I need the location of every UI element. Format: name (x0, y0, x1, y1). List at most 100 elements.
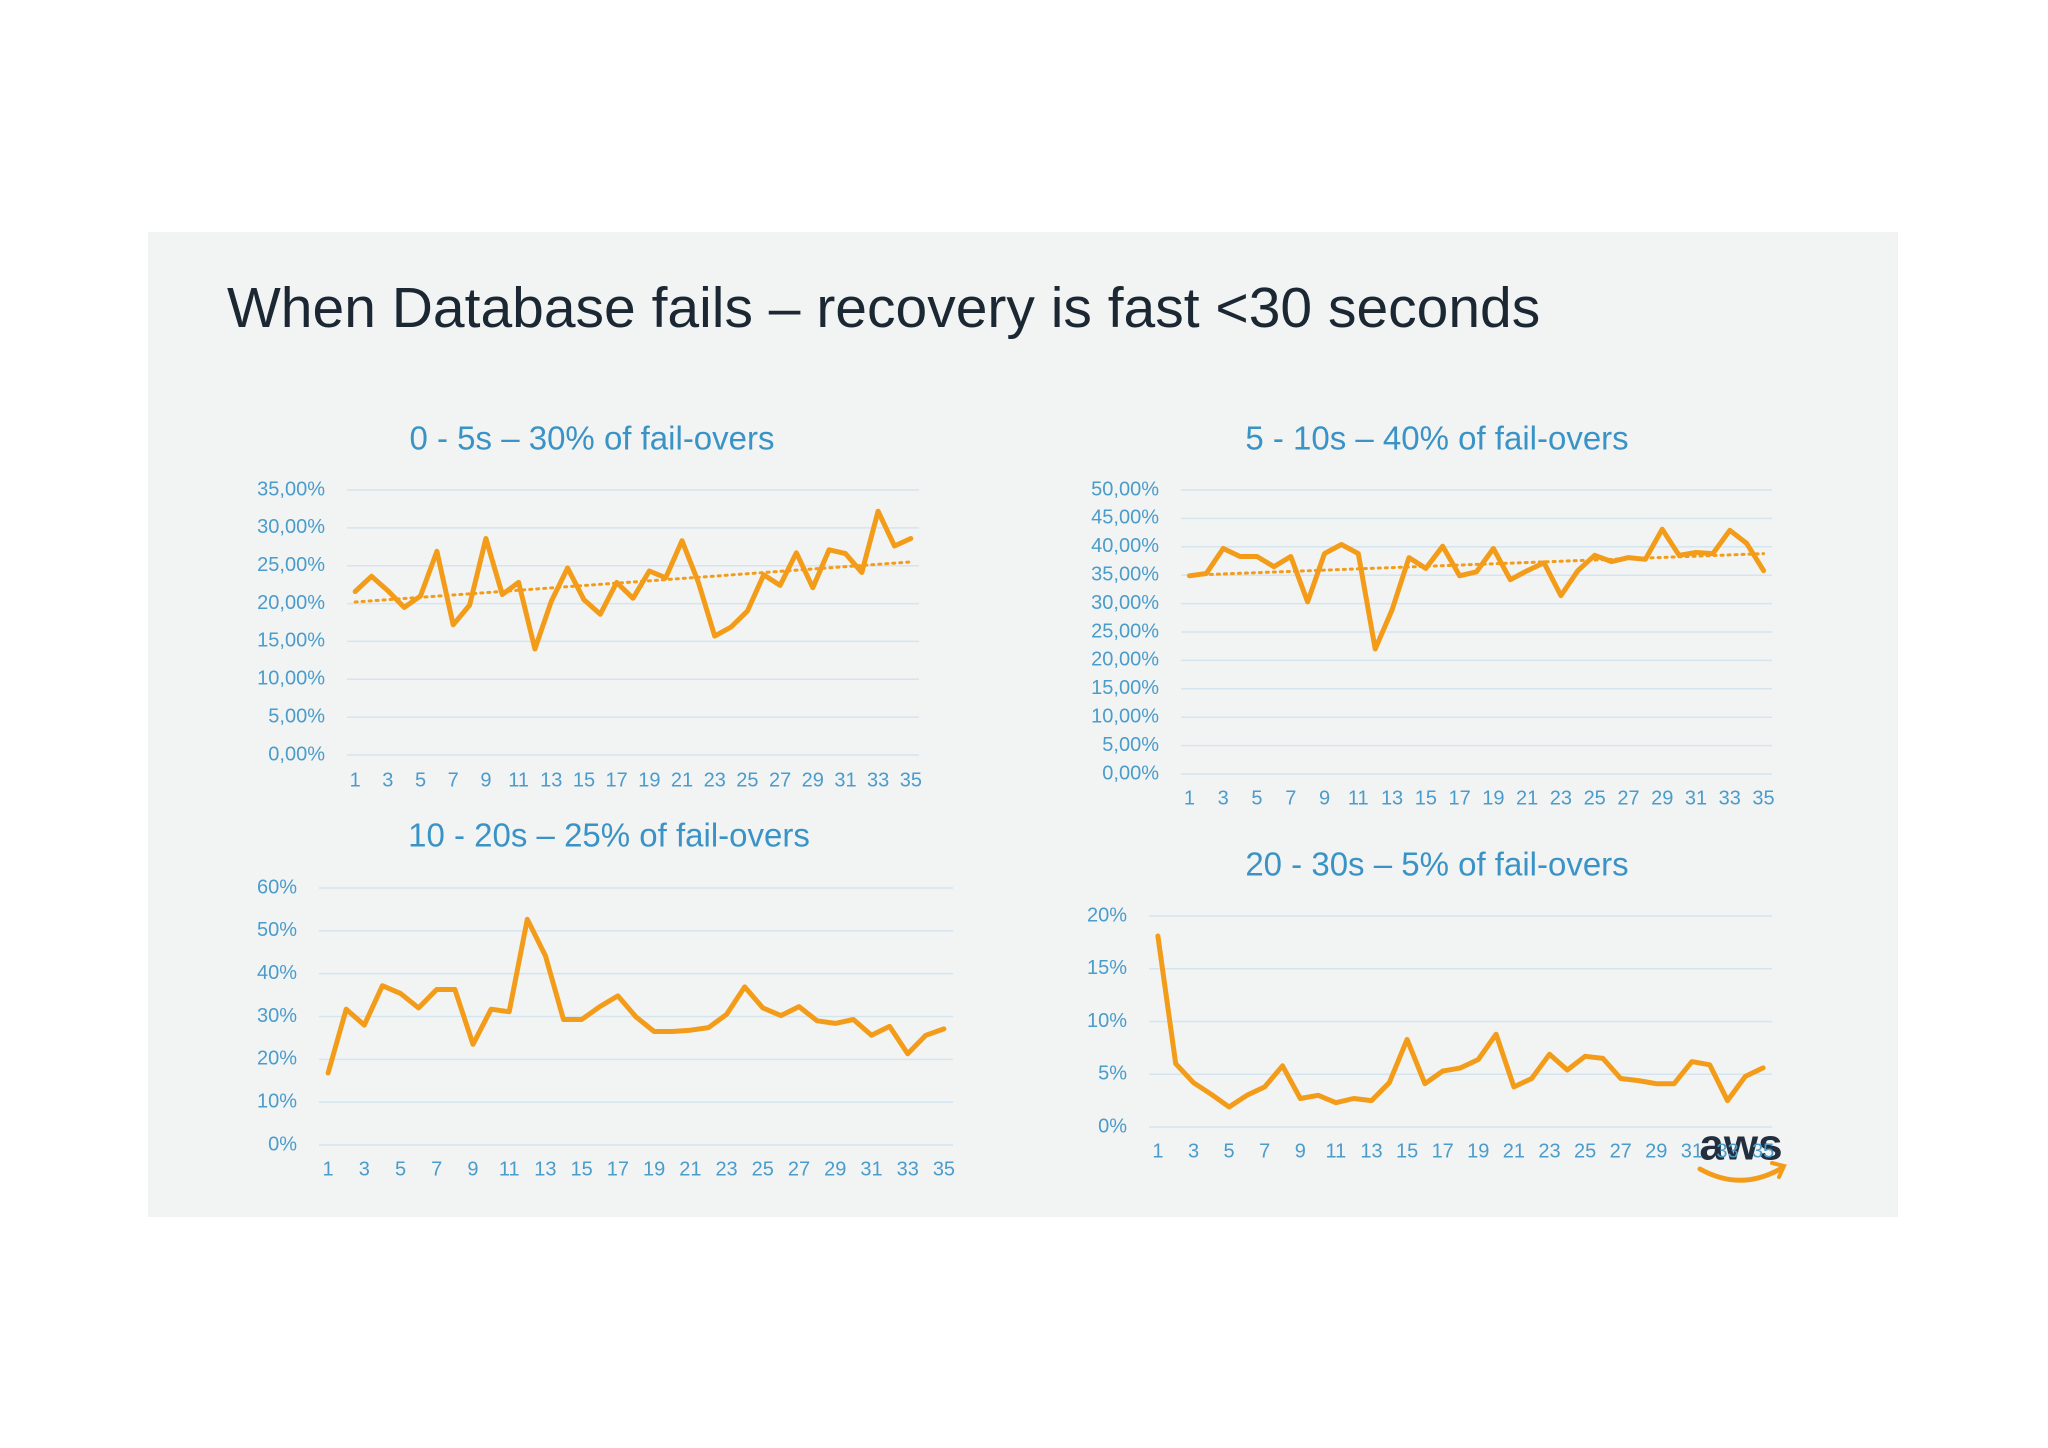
x-tick-label: 19 (1467, 1140, 1489, 1162)
x-tick-label: 25 (736, 769, 758, 791)
y-tick-label: 10,00% (257, 668, 325, 690)
x-tick-label: 7 (1259, 1140, 1270, 1162)
x-tick-label: 29 (802, 769, 824, 791)
y-tick-label: 0,00% (1102, 762, 1159, 784)
x-tick-label: 5 (1224, 1140, 1235, 1162)
x-tick-label: 35 (1752, 1140, 1774, 1162)
y-tick-label: 60% (257, 876, 297, 898)
x-tick-label: 19 (1482, 787, 1504, 809)
y-tick-label: 30% (257, 1005, 297, 1027)
y-tick-label: 35,00% (257, 478, 325, 500)
x-tick-label: 15 (571, 1158, 593, 1180)
x-tick-label: 35 (900, 769, 922, 791)
data-line (1186, 526, 1767, 652)
x-tick-label: 11 (508, 769, 529, 791)
x-tick-label: 19 (638, 769, 660, 791)
x-tick-label: 1 (1152, 1140, 1163, 1162)
y-tick-label: 40,00% (1091, 535, 1159, 557)
x-tick-label: 29 (1651, 787, 1673, 809)
x-tick-label: 21 (671, 769, 693, 791)
x-tick-label: 17 (607, 1158, 629, 1180)
y-tick-label: 15,00% (257, 630, 325, 652)
y-tick-label: 40% (257, 962, 297, 984)
x-tick-label: 33 (1719, 787, 1741, 809)
x-tick-label: 35 (933, 1158, 955, 1180)
chart-title: 10 - 20s – 25% of fail-overs (408, 817, 810, 854)
x-tick-label: 11 (499, 1158, 520, 1180)
x-tick-label: 3 (359, 1158, 370, 1180)
x-tick-label: 17 (1448, 787, 1470, 809)
x-tick-label: 3 (1218, 787, 1229, 809)
y-tick-label: 45,00% (1091, 507, 1159, 529)
x-tick-label: 13 (1360, 1140, 1382, 1162)
data-line (325, 916, 947, 1076)
x-tick-label: 13 (534, 1158, 556, 1180)
y-tick-label: 10% (1087, 1010, 1127, 1032)
y-tick-label: 35,00% (1091, 563, 1159, 585)
x-tick-label: 29 (1645, 1140, 1667, 1162)
x-tick-label: 5 (1251, 787, 1262, 809)
x-tick-label: 7 (431, 1158, 442, 1180)
x-tick-label: 23 (1550, 787, 1572, 809)
y-tick-label: 30,00% (257, 516, 325, 538)
y-tick-label: 50,00% (1091, 478, 1159, 500)
x-tick-label: 27 (788, 1158, 810, 1180)
data-line (352, 508, 914, 652)
y-tick-label: 5,00% (268, 705, 325, 727)
x-tick-label: 27 (769, 769, 791, 791)
x-tick-label: 1 (350, 769, 361, 791)
x-tick-label: 33 (897, 1158, 919, 1180)
x-tick-label: 13 (540, 769, 562, 791)
y-tick-label: 20,00% (257, 592, 325, 614)
trend-line (1187, 552, 1766, 577)
y-tick-label: 15,00% (1091, 677, 1159, 699)
aws-logo-smile (1697, 1165, 1785, 1183)
y-tick-label: 0% (268, 1133, 297, 1155)
slide-title: When Database fails – recovery is fast <… (227, 276, 1540, 340)
x-tick-label: 1 (1184, 787, 1195, 809)
x-tick-label: 19 (643, 1158, 665, 1180)
y-tick-label: 10% (257, 1090, 297, 1112)
x-tick-label: 13 (1381, 787, 1403, 809)
x-tick-label: 23 (704, 769, 726, 791)
y-tick-label: 0% (1098, 1115, 1127, 1137)
chart-title: 0 - 5s – 30% of fail-overs (410, 420, 775, 457)
x-tick-label: 29 (824, 1158, 846, 1180)
x-tick-label: 1 (322, 1158, 333, 1180)
x-tick-label: 3 (1188, 1140, 1199, 1162)
slide-background (148, 232, 1898, 1217)
y-tick-label: 30,00% (1091, 592, 1159, 614)
aws-logo: aws (1699, 1121, 1782, 1170)
x-tick-label: 21 (1516, 787, 1538, 809)
chart-title: 5 - 10s – 40% of fail-overs (1245, 420, 1628, 457)
y-tick-label: 25,00% (257, 554, 325, 576)
chart-title: 20 - 30s – 5% of fail-overs (1245, 846, 1628, 883)
y-tick-label: 50% (257, 919, 297, 941)
data-line (1155, 933, 1766, 1110)
x-tick-label: 31 (1685, 787, 1707, 809)
x-tick-label: 35 (1752, 787, 1774, 809)
y-tick-label: 10,00% (1091, 705, 1159, 727)
x-tick-label: 27 (1610, 1140, 1632, 1162)
x-tick-label: 33 (867, 769, 889, 791)
x-tick-label: 15 (1396, 1140, 1418, 1162)
y-tick-label: 20,00% (1091, 649, 1159, 671)
y-tick-label: 15% (1087, 957, 1127, 979)
x-tick-label: 15 (573, 769, 595, 791)
x-tick-label: 17 (1432, 1140, 1454, 1162)
x-tick-label: 17 (606, 769, 628, 791)
x-tick-label: 25 (1574, 1140, 1596, 1162)
x-tick-label: 25 (1584, 787, 1606, 809)
aws-logo-arrow (1770, 1161, 1787, 1179)
x-tick-label: 3 (382, 769, 393, 791)
x-tick-label: 23 (1538, 1140, 1560, 1162)
x-tick-label: 21 (679, 1158, 701, 1180)
x-tick-label: 25 (752, 1158, 774, 1180)
x-tick-label: 27 (1617, 787, 1639, 809)
x-tick-label: 9 (1319, 787, 1330, 809)
x-tick-label: 23 (715, 1158, 737, 1180)
x-tick-label: 33 (1716, 1140, 1738, 1162)
y-tick-label: 20% (257, 1048, 297, 1070)
x-tick-label: 21 (1503, 1140, 1525, 1162)
